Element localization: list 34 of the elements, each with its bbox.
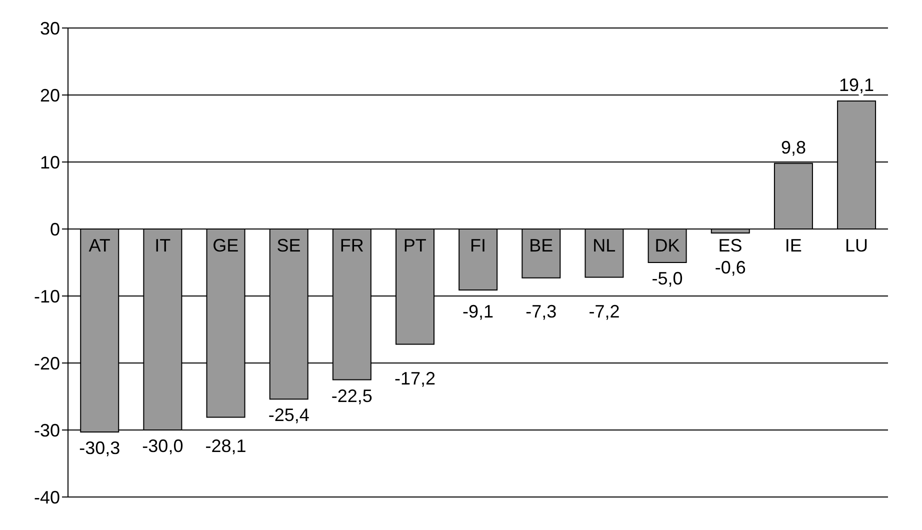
x-tick-label: FI: [470, 235, 486, 256]
data-label: -7,2: [588, 302, 620, 322]
y-tick-label: 30: [40, 18, 60, 38]
x-tick-label: PT: [403, 235, 426, 256]
y-tick-label: -30: [34, 420, 60, 440]
y-tick-label: 10: [40, 152, 60, 172]
x-tick-label: FR: [340, 235, 364, 256]
data-label: -17,2: [394, 368, 436, 389]
y-tick-label: -10: [34, 286, 60, 306]
x-tick-label: BE: [529, 235, 554, 256]
data-label: -25,4: [268, 405, 310, 426]
data-label: -22,5: [331, 386, 372, 406]
y-tick-label: -40: [34, 487, 60, 508]
data-label: -7,3: [526, 302, 557, 322]
x-tick-label: GE: [212, 235, 239, 256]
x-tick-label: LU: [844, 235, 868, 256]
data-label: 9,8: [780, 137, 806, 158]
y-tick-label: 20: [40, 85, 60, 106]
data-label: 19,1: [839, 75, 874, 96]
x-tick-label: ES: [718, 235, 742, 256]
data-label: -5,0: [652, 268, 683, 288]
data-label: -0,6: [714, 257, 746, 278]
x-tick-label: NL: [592, 235, 616, 256]
x-tick-label: AT: [88, 235, 110, 256]
x-tick-label: DK: [654, 235, 680, 256]
x-tick-label: SE: [276, 235, 301, 256]
x-tick-label: IT: [154, 235, 171, 256]
data-label: -30,3: [79, 438, 120, 458]
data-label: -9,1: [462, 302, 494, 322]
y-tick-label: -20: [34, 353, 60, 374]
y-tick-label: 0: [50, 219, 60, 240]
x-tick-label: IE: [784, 235, 802, 256]
data-label: -30,0: [142, 436, 184, 456]
data-label: -28,1: [205, 436, 246, 456]
